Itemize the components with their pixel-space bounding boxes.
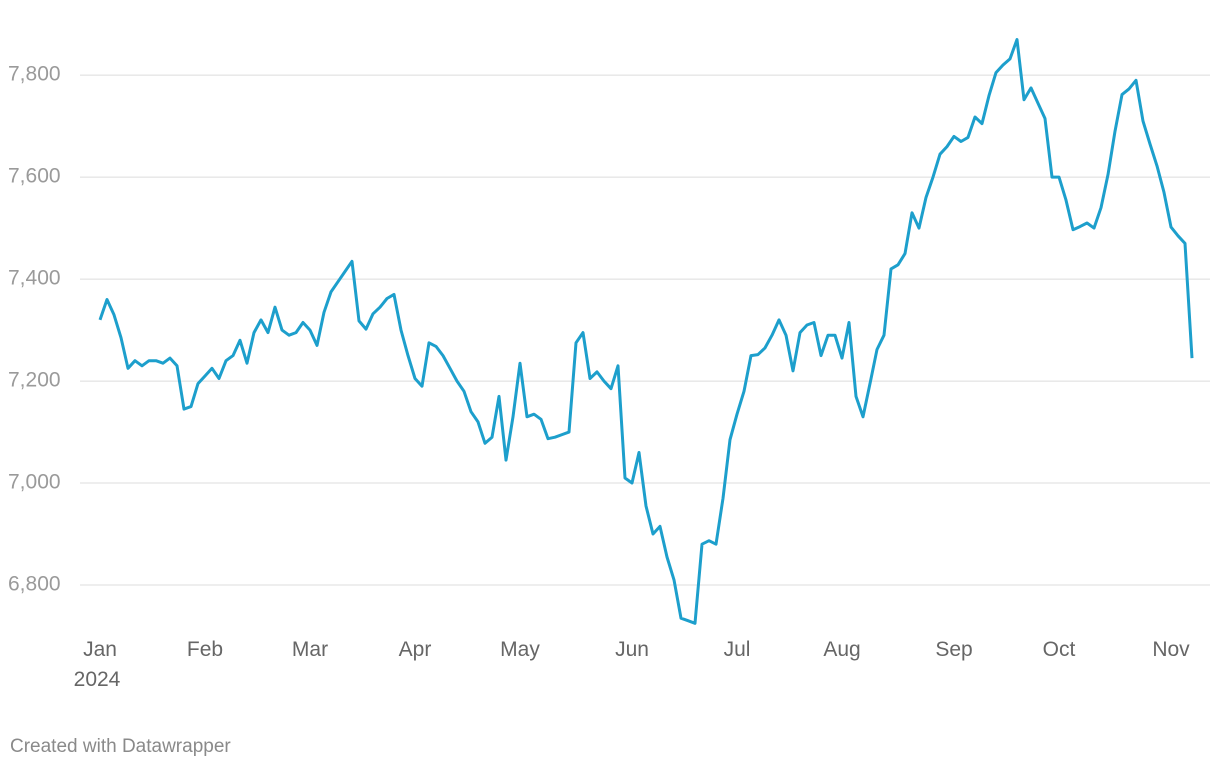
- footer: Created with Datawrapper: [10, 736, 231, 757]
- x-tick-label: Jan: [83, 638, 117, 661]
- x-tick-label: Feb: [187, 638, 223, 661]
- x-tick-label: Nov: [1152, 638, 1190, 661]
- y-tick-label: 7,000: [8, 471, 61, 494]
- y-tick-label: 7,800: [8, 63, 61, 86]
- x-tick-label: Aug: [823, 638, 860, 661]
- x-tick-label: Mar: [292, 638, 328, 661]
- data-line: [98, 38, 1194, 625]
- y-tick-label: 7,200: [8, 369, 61, 392]
- x-tick-label: May: [500, 638, 540, 661]
- x-tick-label: Jun: [615, 638, 649, 661]
- x-tick-label: Jul: [724, 638, 751, 661]
- y-tick-label: 7,600: [8, 165, 61, 188]
- x-tick-label: Sep: [935, 638, 972, 661]
- y-tick-label: 6,800: [8, 573, 61, 596]
- x-year-label: 2024: [74, 668, 121, 691]
- y-tick-label: 7,400: [8, 267, 61, 290]
- x-tick-label: Apr: [399, 638, 432, 661]
- x-tick-label: Oct: [1043, 638, 1076, 661]
